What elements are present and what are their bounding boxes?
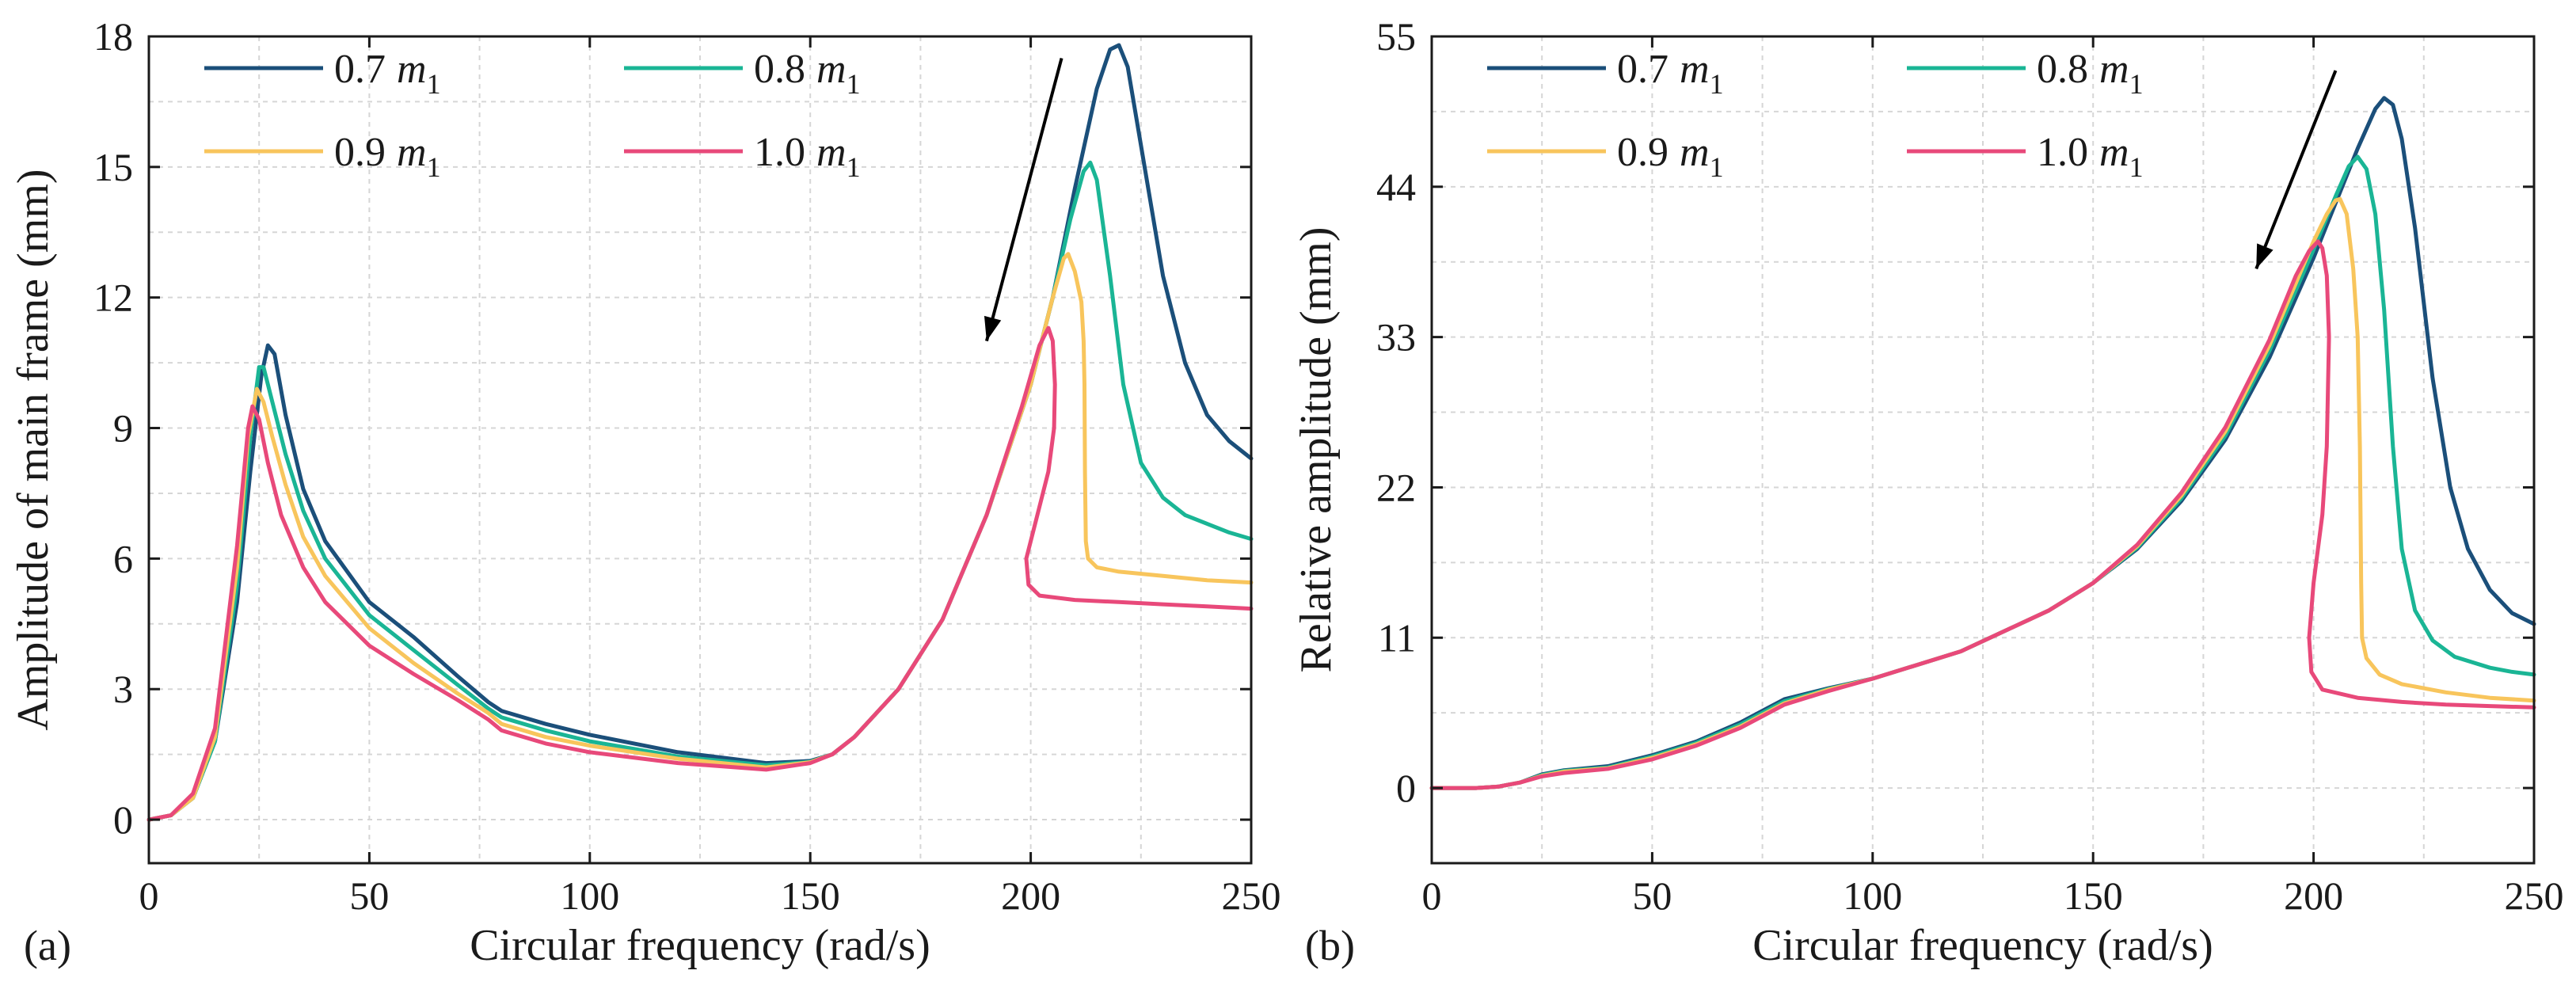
legend-m-symbol: m (816, 130, 847, 175)
x-tick-label: 150 (2064, 873, 2123, 918)
legend-m-symbol: m (1680, 47, 1710, 92)
series-line-0-7-m1 (146, 43, 1254, 822)
legend-value: 0.9 (334, 130, 386, 175)
x-tick-label: 250 (2505, 873, 2564, 918)
legend-m-symbol: m (397, 47, 427, 92)
y-tick-label: 0 (113, 797, 133, 842)
x-tick-label: 100 (560, 873, 619, 918)
y-tick-label: 12 (93, 276, 133, 320)
legend-label-0-7: 0.7 m1 (334, 47, 441, 100)
legend-label-1-0: 1.0 m1 (2037, 130, 2144, 183)
axis-frame (147, 35, 1253, 865)
x-tick-label: 200 (2284, 873, 2343, 918)
legend-value: 0.7 (334, 47, 386, 92)
legend-m-subscript: 1 (1710, 68, 1724, 100)
legend-label-1-0: 1.0 m1 (754, 130, 861, 183)
legend: 0.7 m1 0.8 m10.9 m1 1.0 m1 (1487, 47, 2144, 183)
y-axis-title: Amplitude of main frame (mm) (9, 169, 58, 730)
legend-m-subscript: 1 (2129, 151, 2144, 183)
legend-label-0-7: 0.7 m1 (1617, 47, 1724, 100)
x-tick-label: 50 (349, 873, 389, 918)
legend-value: 0.7 (1617, 47, 1669, 92)
legend-m-subscript: 1 (847, 151, 861, 183)
x-tick-label: 0 (1422, 873, 1442, 918)
x-tick-label: 50 (1632, 873, 1672, 918)
chart-panel-a: 0 50 100 150 200 250 0 3 6 9 12 15 18 Circular freque… (9, 14, 1281, 970)
x-tick-label: 200 (1001, 873, 1060, 918)
x-tick-label: 250 (1222, 873, 1281, 918)
y-tick-label: 55 (1376, 14, 1416, 59)
y-tick-label: 0 (1396, 766, 1416, 810)
series-line-0-8-m1 (146, 160, 1254, 822)
legend-m-subscript: 1 (427, 68, 441, 100)
trend-arrow-line (984, 57, 1064, 342)
legend: 0.7 m1 0.8 m10.9 m1 1.0 m1 (204, 47, 861, 183)
legend-m-symbol: m (397, 130, 427, 175)
y-tick-label: 44 (1376, 165, 1416, 209)
legend-value: 0.8 (754, 47, 805, 92)
legend-m-symbol: m (1680, 130, 1710, 175)
legend-label-0-9: 0.9 m1 (334, 130, 441, 183)
legend-label-0-8: 0.8 m1 (754, 47, 861, 100)
trend-arrow-head (984, 315, 1002, 341)
x-axis-title: Circular frequency (rad/s) (470, 921, 930, 970)
legend-value: 0.8 (2037, 47, 2088, 92)
axis-frame (1430, 35, 2536, 865)
panel-label: (a) (24, 922, 71, 969)
x-tick-label: 150 (781, 873, 840, 918)
y-tick-label: 3 (113, 667, 133, 711)
y-tick-label: 22 (1376, 465, 1416, 509)
trend-arrow-head (2256, 243, 2274, 269)
y-tick-label: 6 (113, 536, 133, 580)
legend-value: 0.9 (1617, 130, 1669, 175)
y-tick-label: 11 (1378, 615, 1416, 660)
legend-m-subscript: 1 (847, 68, 861, 100)
panel-label: (b) (1305, 922, 1355, 969)
x-tick-label: 0 (139, 873, 159, 918)
legend-value: 1.0 (2037, 130, 2088, 175)
trend-arrow-line (2254, 70, 2338, 270)
y-tick-label: 9 (113, 406, 133, 451)
legend-m-subscript: 1 (1710, 151, 1724, 183)
legend-label-0-9: 0.9 m1 (1617, 130, 1724, 183)
series-line-1-0-m1 (146, 325, 1254, 822)
y-tick-label: 18 (93, 14, 133, 59)
x-axis-title: Circular frequency (rad/s) (1752, 921, 2213, 970)
series-line-1-0-m1 (1429, 239, 2536, 790)
legend-m-symbol: m (816, 47, 847, 92)
y-axis-title: Relative amplitude (mm) (1292, 227, 1341, 673)
legend-m-symbol: m (2099, 47, 2129, 92)
legend-m-subscript: 1 (427, 151, 441, 183)
y-tick-label: 15 (93, 145, 133, 189)
y-tick-label: 33 (1376, 315, 1416, 360)
x-tick-label: 100 (1843, 873, 1902, 918)
legend-label-0-8: 0.8 m1 (2037, 47, 2144, 100)
legend-m-symbol: m (2099, 130, 2129, 175)
legend-m-subscript: 1 (2129, 68, 2144, 100)
legend-value: 1.0 (754, 130, 805, 175)
